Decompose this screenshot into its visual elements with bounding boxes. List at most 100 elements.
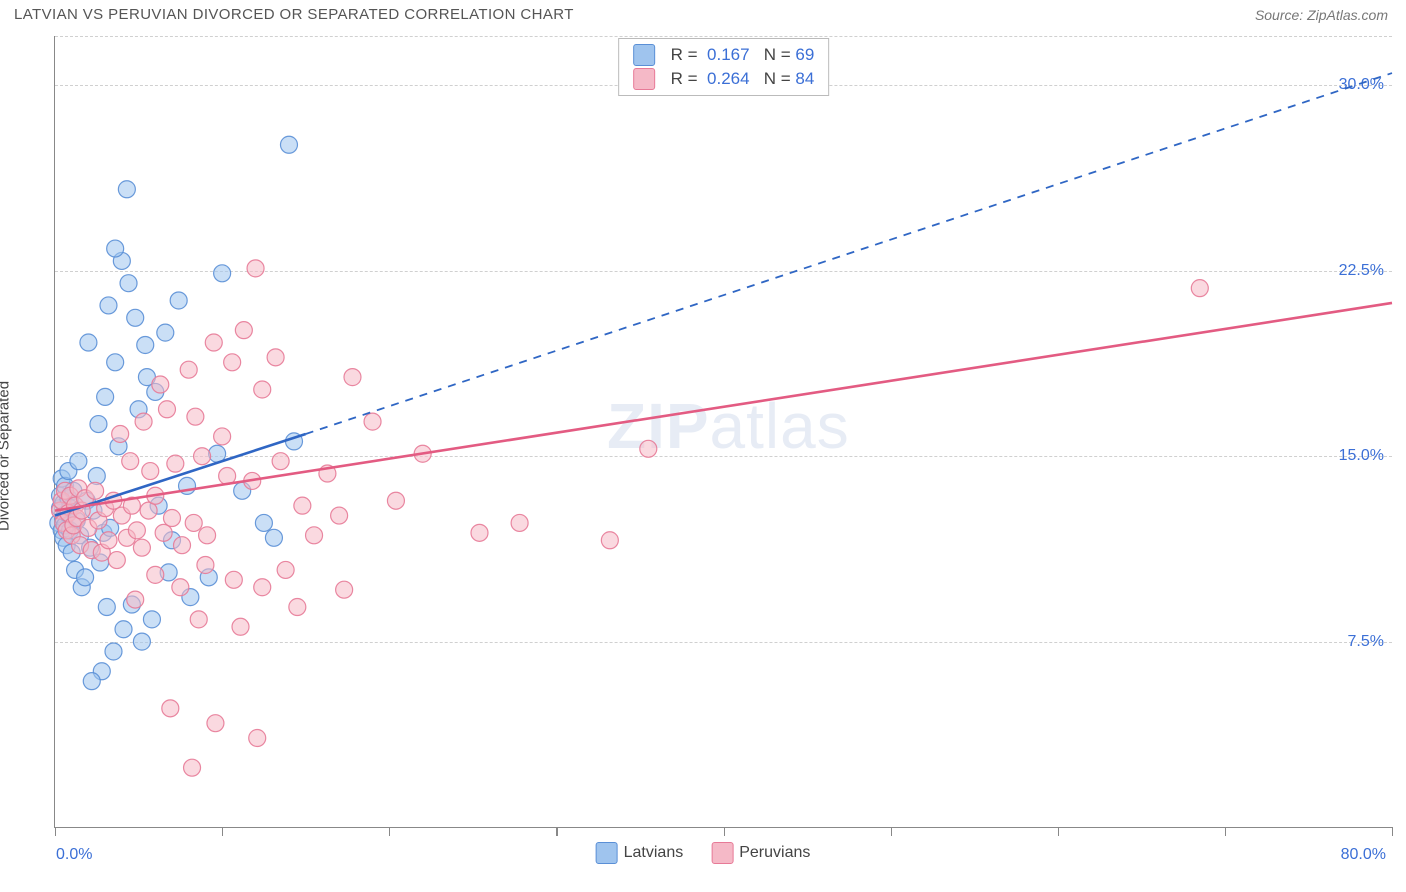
data-point bbox=[97, 388, 114, 405]
scatter-svg bbox=[55, 36, 1392, 827]
chart-title: LATVIAN VS PERUVIAN DIVORCED OR SEPARATE… bbox=[14, 6, 574, 23]
data-point bbox=[205, 334, 222, 351]
data-point bbox=[157, 324, 174, 341]
corr-legend-row: R = 0.167 N = 69 bbox=[633, 43, 815, 67]
corr-legend-text: R = 0.264 N = 84 bbox=[671, 69, 815, 89]
data-point bbox=[80, 334, 97, 351]
x-axis-max-label: 80.0% bbox=[1341, 846, 1386, 864]
plot-area: ZIPatlas R = 0.167 N = 69R = 0.264 N = 8… bbox=[54, 36, 1392, 828]
legend-item: Peruvians bbox=[711, 842, 810, 864]
data-point bbox=[197, 556, 214, 573]
trend-line bbox=[55, 303, 1392, 511]
data-point bbox=[187, 408, 204, 425]
data-point bbox=[133, 633, 150, 650]
data-point bbox=[214, 265, 231, 282]
data-point bbox=[185, 514, 202, 531]
data-point bbox=[254, 579, 271, 596]
data-point bbox=[112, 425, 129, 442]
data-point bbox=[277, 561, 294, 578]
data-point bbox=[115, 621, 132, 638]
data-point bbox=[162, 700, 179, 717]
data-point bbox=[108, 552, 125, 569]
data-point bbox=[137, 336, 154, 353]
data-point bbox=[247, 260, 264, 277]
chart-header: LATVIAN VS PERUVIAN DIVORCED OR SEPARATE… bbox=[0, 0, 1406, 27]
data-point bbox=[127, 309, 144, 326]
data-point bbox=[155, 524, 172, 541]
data-point bbox=[127, 591, 144, 608]
data-point bbox=[1191, 280, 1208, 297]
data-point bbox=[255, 514, 272, 531]
data-point bbox=[90, 416, 107, 433]
data-point bbox=[289, 599, 306, 616]
data-point bbox=[105, 643, 122, 660]
data-point bbox=[214, 428, 231, 445]
data-point bbox=[100, 532, 117, 549]
data-point bbox=[235, 322, 252, 339]
data-point bbox=[172, 579, 189, 596]
data-point bbox=[306, 527, 323, 544]
x-tick bbox=[556, 827, 557, 836]
data-point bbox=[158, 401, 175, 418]
data-point bbox=[294, 497, 311, 514]
data-point bbox=[107, 354, 124, 371]
data-point bbox=[180, 361, 197, 378]
y-axis-label: Divorced or Separated bbox=[0, 381, 13, 531]
x-tick bbox=[222, 827, 223, 836]
data-point bbox=[249, 730, 266, 747]
data-point bbox=[142, 463, 159, 480]
legend-item: Latvians bbox=[596, 842, 684, 864]
data-point bbox=[163, 510, 180, 527]
data-point bbox=[232, 618, 249, 635]
x-tick bbox=[1225, 827, 1226, 836]
data-point bbox=[77, 569, 94, 586]
x-tick bbox=[389, 827, 390, 836]
data-point bbox=[344, 369, 361, 386]
data-point bbox=[100, 297, 117, 314]
x-tick bbox=[724, 827, 725, 836]
correlation-legend: R = 0.167 N = 69 R = 0.264 N = 84 bbox=[618, 38, 830, 96]
data-point bbox=[265, 529, 282, 546]
data-point bbox=[167, 455, 184, 472]
data-point bbox=[272, 453, 289, 470]
data-point bbox=[107, 240, 124, 257]
data-point bbox=[118, 181, 135, 198]
data-point bbox=[70, 453, 87, 470]
data-point bbox=[190, 611, 207, 628]
data-point bbox=[120, 275, 137, 292]
data-point bbox=[640, 440, 657, 457]
data-point bbox=[336, 581, 353, 598]
data-point bbox=[225, 571, 242, 588]
data-point bbox=[147, 566, 164, 583]
legend-swatch bbox=[633, 68, 655, 90]
legend-label: Latvians bbox=[624, 844, 684, 862]
x-tick bbox=[55, 827, 56, 836]
data-point bbox=[471, 524, 488, 541]
trend-line bbox=[306, 73, 1392, 434]
chart-container: Divorced or Separated ZIPatlas R = 0.167… bbox=[14, 36, 1392, 876]
data-point bbox=[133, 539, 150, 556]
data-point bbox=[601, 532, 618, 549]
data-point bbox=[199, 527, 216, 544]
corr-legend-row: R = 0.264 N = 84 bbox=[633, 67, 815, 91]
data-point bbox=[387, 492, 404, 509]
data-point bbox=[511, 514, 528, 531]
data-point bbox=[98, 599, 115, 616]
x-tick bbox=[1058, 827, 1059, 836]
x-tick bbox=[891, 827, 892, 836]
x-tick bbox=[1392, 827, 1393, 836]
data-point bbox=[224, 354, 241, 371]
legend-swatch bbox=[711, 842, 733, 864]
data-point bbox=[174, 537, 191, 554]
legend-label: Peruvians bbox=[739, 844, 810, 862]
corr-legend-text: R = 0.167 N = 69 bbox=[671, 45, 815, 65]
data-point bbox=[184, 759, 201, 776]
data-point bbox=[87, 482, 104, 499]
data-point bbox=[254, 381, 271, 398]
data-point bbox=[83, 673, 100, 690]
data-point bbox=[194, 448, 211, 465]
data-point bbox=[364, 413, 381, 430]
data-point bbox=[128, 522, 145, 539]
series-legend: Latvians Peruvians bbox=[596, 842, 811, 864]
data-point bbox=[152, 376, 169, 393]
